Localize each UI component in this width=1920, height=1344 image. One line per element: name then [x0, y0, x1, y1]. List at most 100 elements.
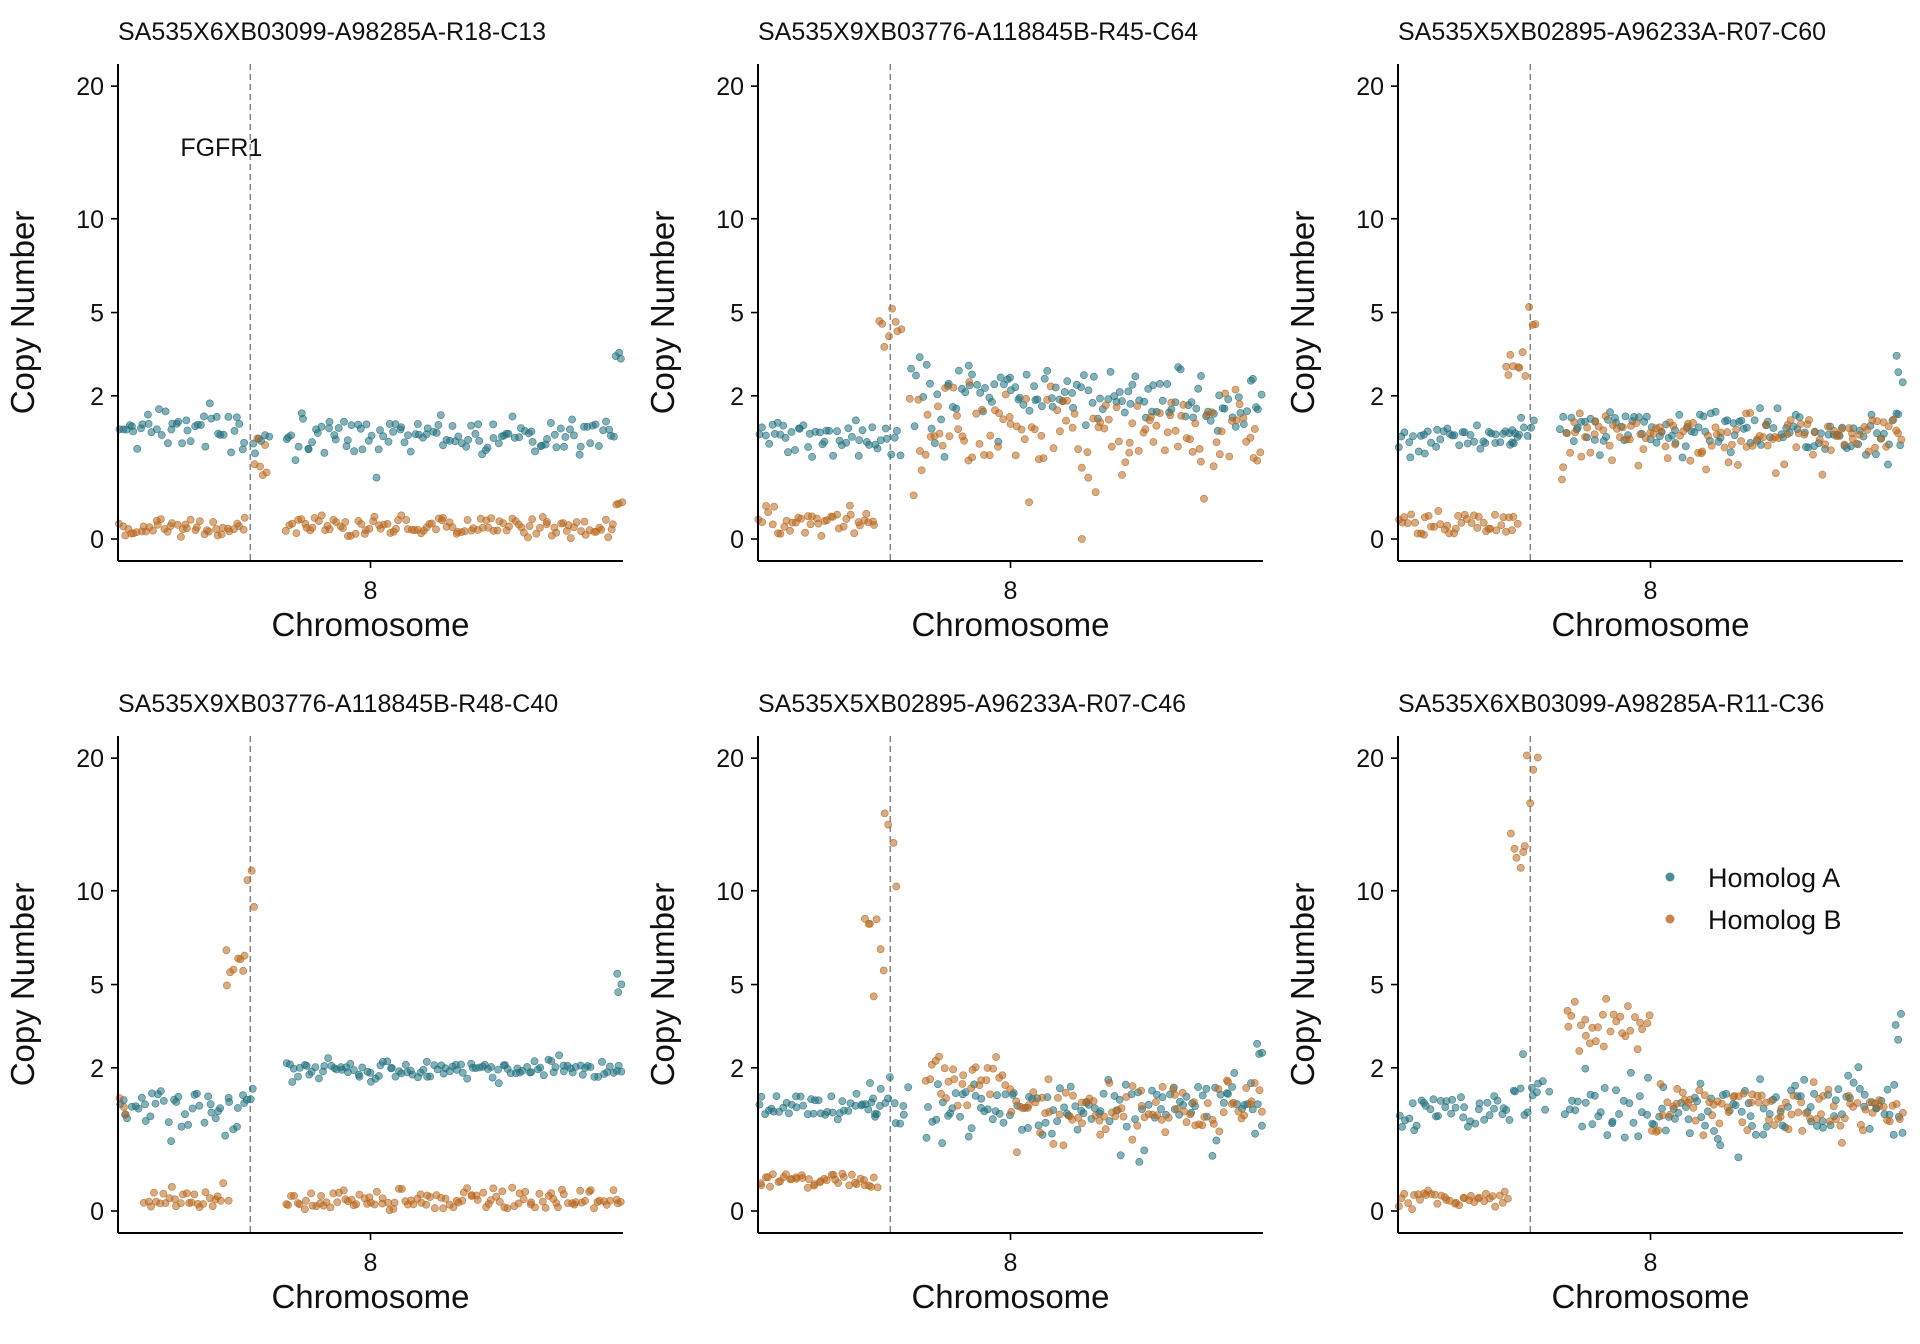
data-point — [1054, 1094, 1062, 1102]
data-point — [1408, 1099, 1417, 1107]
data-point — [146, 1112, 155, 1121]
data-point — [1750, 416, 1759, 425]
panel-1: SA535X6XB03099-A98285A-R18-C13 FGFR1 0 2 5 10… — [4, 18, 627, 643]
data-point — [938, 1139, 947, 1147]
data-point — [617, 1067, 626, 1076]
data-point — [1491, 430, 1500, 439]
y-tick-label: 5 — [730, 972, 744, 1000]
data-point — [931, 439, 939, 447]
data-point — [1777, 1104, 1786, 1113]
data-point — [300, 1205, 309, 1214]
data-point — [514, 1199, 523, 1208]
data-point — [762, 431, 770, 440]
data-point — [886, 1073, 894, 1081]
data-point — [288, 519, 297, 528]
data-point — [1118, 397, 1126, 405]
data-point — [1197, 372, 1205, 380]
data-point — [1049, 444, 1058, 453]
data-point — [590, 1204, 598, 1213]
data-point — [1619, 423, 1627, 432]
data-point — [1411, 518, 1419, 527]
data-point — [474, 420, 482, 429]
data-point — [1080, 371, 1088, 379]
data-point — [1221, 389, 1230, 398]
data-point — [1624, 1002, 1632, 1010]
data-point — [1894, 410, 1903, 419]
data-point — [1479, 518, 1488, 527]
data-point — [467, 421, 475, 430]
data-point — [1255, 1086, 1264, 1095]
data-point — [1121, 458, 1130, 467]
panel-6: SA535X6XB03099-A98285A-R11-C36 0 2 5 10 20 8Ch… — [1284, 690, 1907, 1315]
data-point — [292, 529, 301, 537]
x-axis-title: Chromosome — [1551, 606, 1749, 643]
data-point — [1756, 1075, 1764, 1083]
data-point — [968, 370, 976, 379]
data-point — [1854, 1063, 1863, 1072]
data-point — [240, 513, 249, 522]
data-point — [1769, 424, 1778, 432]
data-point — [1024, 1124, 1032, 1132]
x-tick-label: 8 — [364, 1249, 378, 1277]
panel-title: SA535X9XB03776-A118845B-R45-C64 — [758, 18, 1198, 46]
data-point — [578, 1070, 587, 1079]
data-point — [1166, 411, 1175, 420]
data-point — [566, 534, 575, 542]
data-point — [1455, 441, 1464, 450]
data-point — [617, 980, 626, 989]
data-point — [164, 1118, 173, 1126]
data-point — [899, 1110, 908, 1119]
data-point — [861, 914, 869, 923]
data-point — [1885, 1117, 1894, 1126]
data-point — [1089, 1097, 1098, 1106]
data-point — [504, 429, 513, 438]
data-point — [1575, 409, 1584, 418]
data-point — [1038, 1093, 1046, 1102]
data-point — [449, 1203, 458, 1212]
data-point — [1599, 426, 1608, 435]
data-point — [608, 520, 617, 529]
data-point — [576, 1186, 585, 1195]
data-point — [402, 516, 411, 524]
data-point — [1505, 1116, 1514, 1124]
data-point — [1559, 412, 1568, 421]
data-point — [792, 1103, 801, 1112]
data-point — [247, 866, 256, 875]
data-point — [1420, 449, 1429, 458]
data-point — [463, 516, 472, 524]
data-point — [1817, 1110, 1825, 1119]
data-point — [1602, 995, 1610, 1003]
data-point — [846, 501, 854, 510]
data-point — [1447, 1109, 1455, 1118]
data-point — [536, 524, 544, 532]
data-point — [1144, 1101, 1153, 1109]
data-point — [436, 411, 445, 419]
data-point — [1699, 1131, 1708, 1140]
data-point — [291, 456, 300, 464]
data-point — [1810, 1090, 1818, 1098]
points — [115, 866, 626, 1215]
data-point — [387, 1064, 396, 1072]
data-point — [1239, 414, 1248, 422]
y-tick-label: 20 — [716, 745, 744, 773]
data-point — [1829, 1102, 1838, 1111]
data-point — [1722, 1090, 1731, 1098]
data-point — [1156, 409, 1164, 417]
data-point — [391, 525, 400, 533]
data-point — [1602, 432, 1610, 441]
data-point — [1436, 435, 1445, 444]
data-point — [1091, 1111, 1100, 1120]
data-point — [524, 533, 532, 542]
data-point — [374, 1072, 383, 1080]
data-point — [457, 1060, 465, 1069]
data-point — [1894, 1035, 1902, 1044]
data-point — [1096, 1130, 1105, 1139]
data-point — [356, 424, 365, 433]
data-point — [1198, 1121, 1207, 1130]
y-tick-label: 10 — [1356, 206, 1384, 234]
data-point — [1810, 428, 1819, 437]
data-point — [839, 522, 848, 531]
data-point — [983, 1105, 992, 1114]
data-point — [851, 416, 860, 425]
data-point — [1001, 1081, 1010, 1089]
